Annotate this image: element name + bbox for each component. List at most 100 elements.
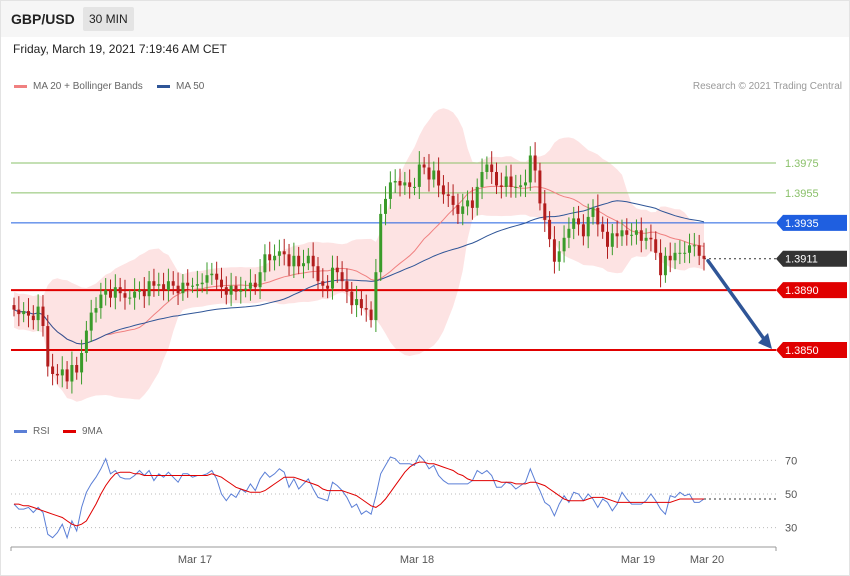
bollinger-band-fill [14, 108, 704, 402]
level-label-support: 1.3890 [785, 285, 819, 297]
candle [364, 294, 368, 322]
candle [422, 156, 426, 175]
candle-body [128, 297, 132, 299]
candle [654, 231, 658, 261]
candle [456, 193, 460, 224]
candle-body [557, 251, 561, 262]
candle-body [234, 285, 238, 292]
candle-body [36, 306, 40, 321]
candle-body [321, 281, 325, 286]
candle-body [326, 285, 330, 289]
candle-body [466, 200, 470, 207]
candle [306, 248, 310, 271]
candle-body [586, 216, 590, 237]
candle-body [355, 299, 359, 306]
candle-body [606, 231, 609, 247]
candle-body [215, 273, 219, 280]
legend-rsi-label: RSI [33, 426, 50, 437]
candle-body [51, 366, 55, 374]
candle-body [577, 218, 580, 225]
candle [17, 296, 21, 327]
candle [302, 249, 305, 279]
candle [625, 218, 629, 246]
candle-body [84, 330, 88, 353]
candle [466, 190, 470, 216]
candle [162, 272, 166, 301]
candle-body [601, 224, 605, 232]
legend-ma20-label: MA 20 + Bollinger Bands [33, 81, 143, 92]
candle-body [649, 237, 653, 240]
candle-body [277, 251, 281, 256]
legend-rsi: RSI [14, 426, 50, 437]
candle-body [41, 306, 45, 326]
candle [393, 169, 397, 193]
candle [268, 241, 272, 272]
candle [297, 246, 301, 275]
candle [220, 267, 223, 298]
candle-body [562, 237, 566, 252]
candle [104, 278, 108, 306]
legend-rsi-swatch [14, 429, 27, 433]
candle [557, 241, 561, 271]
timeframe-button[interactable]: 30 MIN [83, 7, 134, 31]
candle-body [610, 233, 614, 247]
candle-body [620, 230, 624, 237]
candle-body [55, 373, 59, 376]
candle [644, 228, 648, 250]
candle [75, 356, 79, 380]
price-levels [11, 162, 776, 351]
candle-body [538, 170, 542, 204]
candle-body [697, 245, 701, 256]
candle-body [591, 207, 595, 217]
candle [673, 242, 677, 270]
legend-rsi-ma-label: 9MA [82, 426, 103, 437]
candle [678, 240, 682, 265]
candle-body [456, 204, 460, 214]
candle-body [490, 164, 494, 172]
candle-body [519, 185, 523, 187]
candle-body [210, 273, 214, 276]
candle [46, 314, 50, 377]
candle-body [239, 290, 243, 292]
candle-body [65, 369, 69, 382]
candle [408, 169, 412, 199]
candle-body [509, 176, 513, 187]
candle [552, 226, 556, 274]
candle [195, 270, 199, 298]
forecast-arrow [706, 258, 772, 349]
candle [99, 282, 103, 319]
candle-body [89, 312, 93, 331]
candle [379, 204, 383, 282]
candle [374, 258, 378, 333]
legend-ma50-label: MA 50 [176, 81, 205, 92]
x-tick-label: Mar 19 [621, 554, 655, 566]
candle-body [678, 252, 682, 254]
candle-body [186, 282, 190, 286]
candle [94, 297, 98, 323]
x-tick-label: Mar 20 [690, 554, 724, 566]
candle [331, 255, 334, 300]
candle [263, 244, 267, 282]
candle [166, 268, 170, 302]
candle [282, 238, 286, 266]
candle [577, 205, 580, 236]
candle-body [152, 281, 156, 286]
candle-body [668, 255, 672, 261]
legend-ma20-swatch [14, 84, 27, 88]
candle [480, 158, 484, 200]
level-tag-support [776, 342, 847, 358]
candle [234, 276, 238, 301]
candle [345, 268, 349, 304]
candle [55, 364, 59, 385]
candle [615, 220, 619, 248]
candle [335, 255, 339, 283]
forecast-arrow-shaft [706, 258, 766, 341]
candle [514, 174, 518, 198]
candle-body [287, 254, 291, 267]
candle [118, 277, 122, 302]
candle-body [615, 233, 619, 237]
candle-body [263, 254, 267, 273]
candle [384, 186, 387, 226]
candle-body [388, 182, 392, 199]
candle-body [12, 305, 16, 310]
